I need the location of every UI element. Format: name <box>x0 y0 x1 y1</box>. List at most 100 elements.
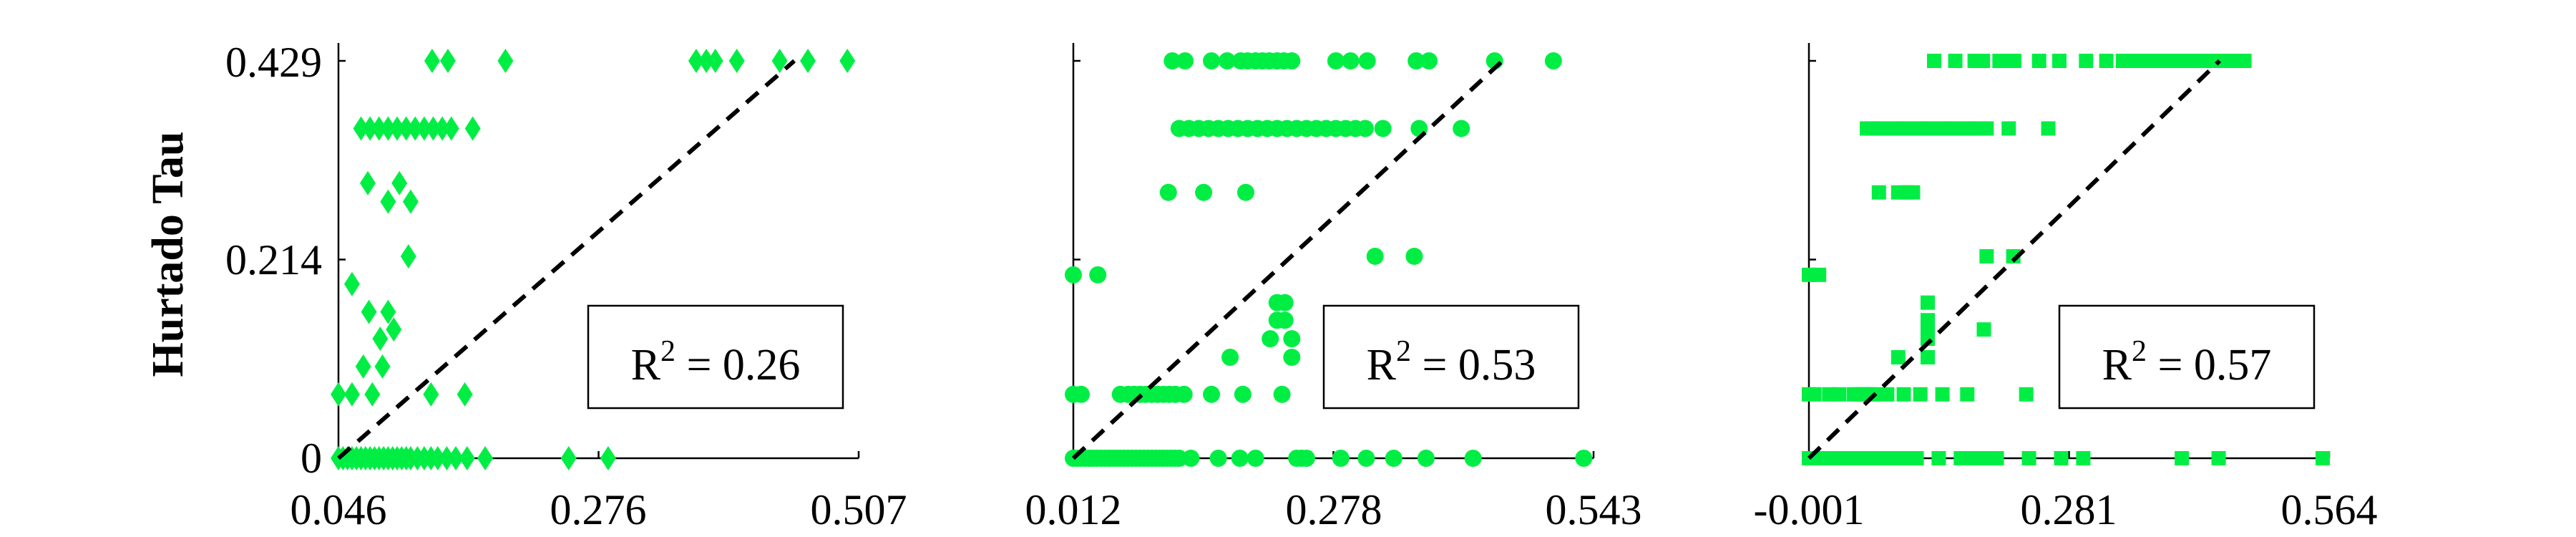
data-point <box>1176 52 1194 69</box>
data-point <box>398 116 414 141</box>
data-point <box>1231 450 1249 467</box>
data-point <box>1374 120 1392 137</box>
data-point <box>1170 450 1188 467</box>
scatter-panel-3: -0.001 0.281 0.564 R2 = 0.57 <box>1754 43 2378 533</box>
data-point <box>1976 322 1991 337</box>
data-point <box>425 116 441 141</box>
y-tick-labels: 0 0.214 0.429 <box>225 39 322 482</box>
data-point <box>362 116 379 141</box>
data-point <box>1234 385 1252 403</box>
data-point <box>1920 295 1935 310</box>
data-point <box>2006 54 2021 68</box>
data-point <box>364 382 381 407</box>
data-point <box>600 446 616 470</box>
data-point <box>2021 451 2036 465</box>
data-point <box>1453 120 1470 137</box>
y-tick-label: 0 <box>301 435 322 482</box>
data-point <box>2170 54 2185 68</box>
annotation-superscript: 2 <box>660 335 675 368</box>
data-point <box>464 116 481 141</box>
data-point <box>434 116 451 141</box>
data-point <box>839 49 856 73</box>
data-point <box>389 116 406 141</box>
y-tick-label: 0.429 <box>225 39 322 86</box>
data-point <box>1913 387 1928 402</box>
data-point <box>1896 387 1911 402</box>
data-point <box>1405 247 1423 265</box>
data-point <box>1297 450 1315 467</box>
data-point <box>1163 52 1181 69</box>
annotation-box <box>1322 304 1580 410</box>
data-point <box>407 116 424 141</box>
data-point <box>1832 387 1847 402</box>
data-point <box>355 354 371 379</box>
data-point <box>371 116 387 141</box>
data-point <box>1332 450 1350 467</box>
data-point <box>1276 294 1294 311</box>
data-point <box>1906 185 1921 200</box>
data-point <box>1366 247 1384 265</box>
r-squared-annotation: R2 = 0.57 <box>2102 335 2272 390</box>
data-point <box>2051 54 2067 68</box>
data-point <box>1953 451 1968 465</box>
data-point <box>1065 266 1082 284</box>
data-point <box>2115 54 2130 68</box>
data-point <box>429 446 446 470</box>
data-point <box>1920 313 1935 328</box>
data-point <box>2031 54 2046 68</box>
data-point <box>1420 52 1438 69</box>
data-point <box>2099 54 2114 68</box>
x-tick-label: -0.001 <box>1754 486 1865 533</box>
data-point <box>391 170 408 195</box>
data-point <box>2175 451 2190 465</box>
data-point <box>1948 54 1963 68</box>
data-point <box>416 116 432 141</box>
data-point <box>1246 450 1264 467</box>
data-point <box>343 382 360 407</box>
data-point <box>360 170 376 195</box>
x-tick-label: 0.543 <box>1546 486 1642 533</box>
annotation-superscript: 2 <box>2132 335 2147 368</box>
annotation-value: = 0.53 <box>1411 341 1536 390</box>
data-point <box>1182 450 1200 467</box>
data-point <box>1935 387 1950 402</box>
data-point <box>1979 248 1994 263</box>
data-point <box>1417 450 1435 467</box>
x-tick-labels: 0.046 0.276 0.507 <box>291 486 907 533</box>
data-point <box>1926 54 1941 68</box>
data-point <box>2019 387 2034 402</box>
annotation-value: = 0.57 <box>2147 341 2271 390</box>
data-point <box>1464 450 1482 467</box>
data-point <box>1544 52 1562 69</box>
data-point <box>771 49 788 73</box>
data-point <box>380 189 396 214</box>
data-point <box>707 49 723 73</box>
data-point <box>2054 451 2069 465</box>
annotation-superscript: 2 <box>1396 335 1411 368</box>
y-tick-label: 0.214 <box>225 236 322 284</box>
annotation-r: R <box>631 341 661 390</box>
data-point <box>497 49 514 73</box>
data-point <box>1407 52 1425 69</box>
data-point <box>1089 266 1107 284</box>
data-point <box>560 446 577 470</box>
x-tick-label: 0.564 <box>2281 486 2378 533</box>
data-point <box>374 354 391 379</box>
data-point <box>2079 54 2094 68</box>
data-point <box>2315 451 2330 465</box>
data-point <box>1960 387 1975 402</box>
annotation-r: R <box>2102 341 2132 390</box>
data-point <box>1976 54 1991 68</box>
fit-line <box>1071 59 1504 460</box>
data-point <box>1979 121 1994 136</box>
data-point <box>698 49 715 73</box>
data-points <box>1802 54 2330 465</box>
data-point <box>361 299 377 324</box>
fit-line <box>1807 59 2221 460</box>
data-point <box>443 116 459 141</box>
data-point <box>1342 52 1360 69</box>
data-point <box>1262 330 1279 348</box>
data-point <box>2226 54 2241 68</box>
data-point <box>2001 121 2016 136</box>
